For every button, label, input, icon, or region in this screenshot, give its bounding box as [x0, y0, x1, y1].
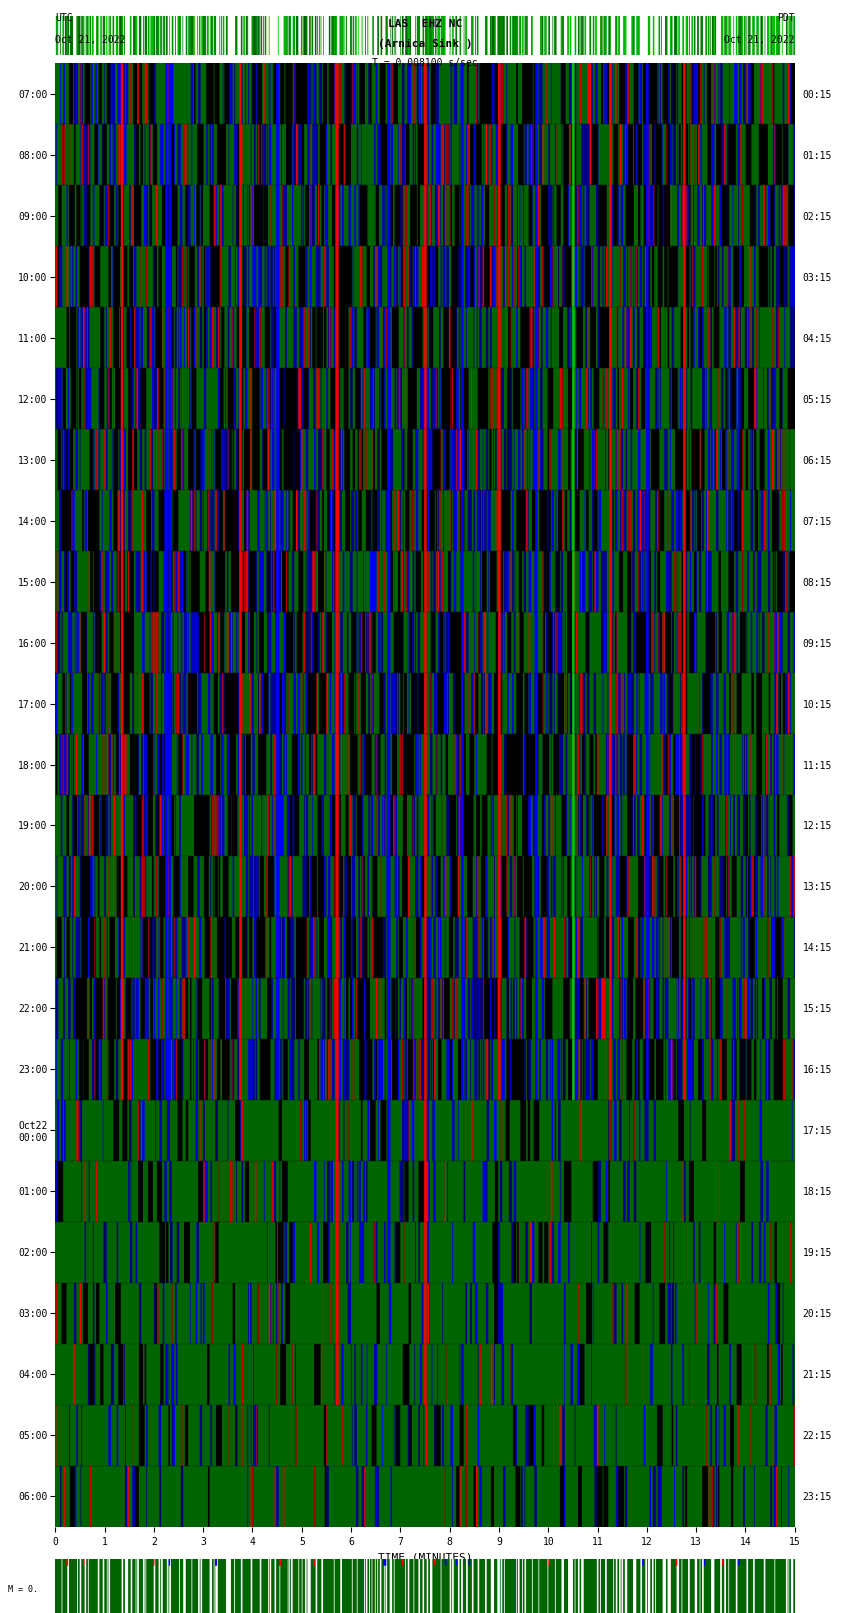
Text: Oct 21, 2022: Oct 21, 2022 — [55, 35, 126, 45]
Text: LAS  EHZ NC: LAS EHZ NC — [388, 19, 462, 29]
Text: UTC: UTC — [55, 13, 73, 23]
Text: (Arnica Sink ): (Arnica Sink ) — [377, 39, 473, 48]
X-axis label: TIME (MINUTES): TIME (MINUTES) — [377, 1552, 473, 1563]
Text: Oct 21, 2022: Oct 21, 2022 — [724, 35, 795, 45]
Text: PDT: PDT — [777, 13, 795, 23]
Text: M = 0.: M = 0. — [8, 1584, 38, 1594]
Text: T = 0.008100 s/sec: T = 0.008100 s/sec — [372, 58, 478, 68]
